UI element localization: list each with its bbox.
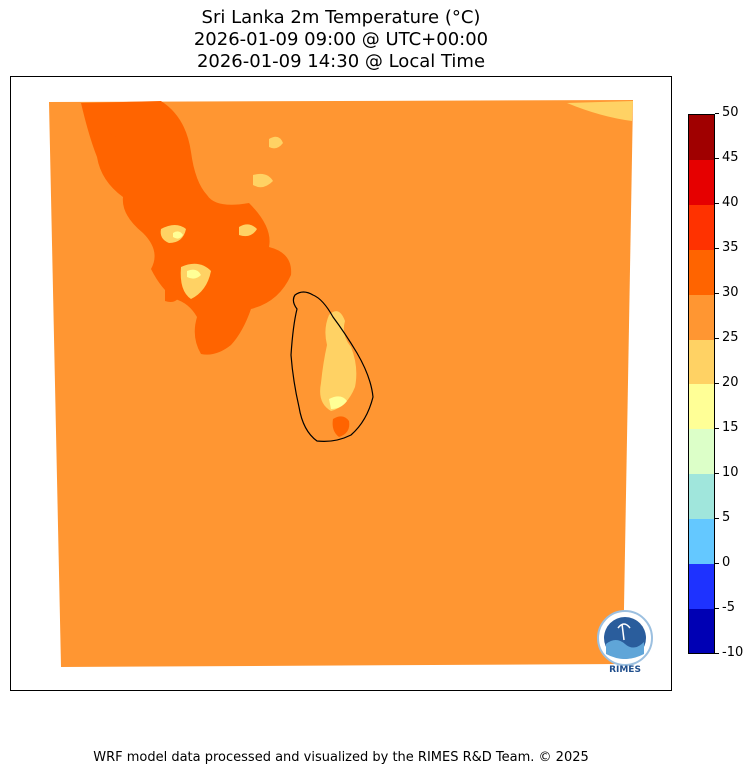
colorbar-segment xyxy=(689,339,714,385)
title-line-1: Sri Lanka 2m Temperature (°C) xyxy=(201,7,481,28)
field-20-25-srilanka xyxy=(320,311,357,411)
colorbar-tick xyxy=(715,518,719,519)
footer-credit: WRF model data processed and visualized … xyxy=(93,750,589,765)
colorbar-tick-label: 0 xyxy=(722,555,731,570)
field-30-35-srilanka xyxy=(332,416,350,437)
colorbar-tick-label: 40 xyxy=(722,195,739,210)
colorbar-tick-label: 15 xyxy=(722,420,739,435)
colorbar-segment xyxy=(689,115,714,161)
colorbar-tick xyxy=(715,158,719,159)
field-20-25-corner xyxy=(567,101,633,121)
field-30-35-small xyxy=(165,285,181,302)
colorbar-tick xyxy=(715,113,719,114)
colorbar-segment xyxy=(689,563,714,609)
colorbar-tick-label: 30 xyxy=(722,285,739,300)
colorbar-tick xyxy=(715,248,719,249)
field-15-20-srilanka xyxy=(329,396,347,409)
colorbar-segment xyxy=(689,428,714,475)
colorbar-tick xyxy=(715,203,719,204)
title-line-3: 2026-01-09 14:30 @ Local Time xyxy=(196,51,486,72)
colorbar-tick-label: 35 xyxy=(722,240,739,255)
colorbar-segment xyxy=(689,384,714,430)
colorbar-segment xyxy=(689,249,714,295)
colorbar-tick-label: 5 xyxy=(722,510,731,525)
colorbar-tick xyxy=(715,473,719,474)
colorbar-tick-label: 20 xyxy=(722,375,739,390)
colorbar-tick-label: -5 xyxy=(722,600,735,615)
colorbar-tick-label: 10 xyxy=(722,465,739,480)
field-15-20-india xyxy=(173,231,183,239)
srilanka-coastline xyxy=(290,291,374,442)
colorbar-tick xyxy=(715,338,719,339)
colorbar-tick-label: 25 xyxy=(722,330,739,345)
field-30-35-india-north xyxy=(91,103,147,139)
temperature-map xyxy=(49,100,633,667)
colorbar-tick xyxy=(715,653,719,654)
field-20-25-india-c xyxy=(239,224,257,237)
map-frame xyxy=(10,76,672,691)
colorbar-segment xyxy=(689,204,714,250)
colorbar-segment xyxy=(689,608,714,654)
colorbar-segment xyxy=(689,518,714,564)
colorbar-tick xyxy=(715,293,719,294)
colorbar-tick xyxy=(715,428,719,429)
colorbar-tick-label: -10 xyxy=(722,645,744,660)
colorbar-tick xyxy=(715,608,719,609)
field-15-20-india-b xyxy=(187,269,201,279)
rimes-logo-icon xyxy=(597,610,653,666)
colorbar xyxy=(688,114,715,654)
field-30-35-india xyxy=(81,101,292,355)
colorbar-segment xyxy=(689,473,714,519)
field-20-25-india-e xyxy=(269,136,283,149)
logo-text: RIMES xyxy=(609,665,641,675)
colorbar-segment xyxy=(689,159,714,206)
colorbar-tick-label: 50 xyxy=(722,105,739,120)
colorbar-tick xyxy=(715,383,719,384)
colorbar-tick xyxy=(715,563,719,564)
colorbar-tick-label: 45 xyxy=(722,150,739,165)
field-20-25-india-d xyxy=(253,173,273,188)
colorbar-segment xyxy=(689,294,714,340)
title-line-2: 2026-01-09 09:00 @ UTC+00:00 xyxy=(193,29,489,50)
